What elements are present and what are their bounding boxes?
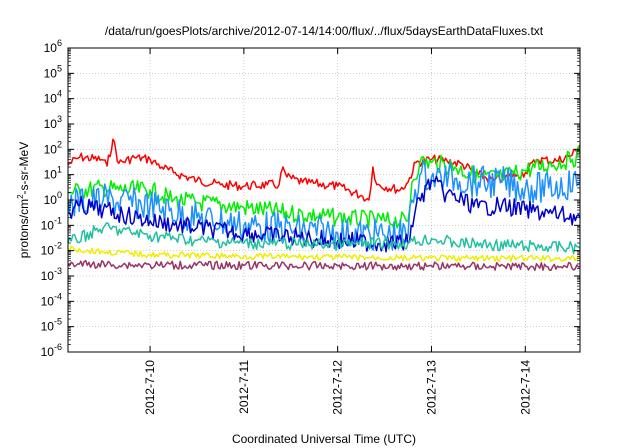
y-tick-label-exp: -6 [54,342,62,352]
y-tick-label-exp: 2 [57,139,62,149]
y-tick-label-exp: 0 [57,190,62,200]
series-line-7 [67,259,581,272]
y-tick-label: 106 [44,38,62,55]
y-tick-label: 10-2 [41,241,62,258]
y-tick-label-exp: 1 [57,165,62,175]
y-axis-label: protons/cm2-s-sr-MeV [16,142,31,258]
y-tick-label-base: 10 [44,41,58,55]
x-tick-label: 2012-7-10 [143,360,157,415]
series-line-3 [67,160,581,251]
chart-title: /data/run/goesPlots/archive/2012-07-14/1… [105,24,544,38]
y-tick-label-base: 10 [41,345,55,359]
y-tick-label-base: 10 [41,320,55,334]
x-axis: 2012-7-10 2012-7-11 2012-7-12 2012-7-13 2012… [143,48,532,415]
y-tick-label-exp: -5 [54,317,62,327]
y-tick-label-base: 10 [41,218,55,232]
y-tick-label: 10-3 [41,266,62,283]
y-tick-label-exp: -2 [54,241,62,251]
y-tick-label-exp: 3 [57,114,62,124]
x-tick-label: 2012-7-14 [518,360,532,415]
x-axis-label: Coordinated Universal Time (UTC) [232,432,416,446]
series-group [67,138,581,272]
y-tick-label-exp: 4 [57,89,62,99]
y-tick-label: 103 [44,114,62,131]
y-tick-label: 100 [44,190,62,207]
x-tick-label: 2012-7-13 [424,360,438,415]
y-tick-label: 105 [44,63,62,80]
y-axis-label-prefix: protons/cm [17,199,31,258]
series-line-2 [67,145,581,230]
y-tick-label-base: 10 [41,244,55,258]
y-tick-label: 10-4 [41,291,62,308]
y-tick-label-exp: -4 [54,291,62,301]
y-tick-label: 101 [44,165,62,182]
y-tick-label-base: 10 [41,294,55,308]
y-axis-label-suffix: -s-sr-MeV [17,142,31,195]
y-tick-label-base: 10 [44,66,58,80]
y-tick-label-exp: 6 [57,38,62,48]
series-line-5 [67,222,581,255]
x-tick-label: 2012-7-12 [331,360,345,415]
series-line-6 [67,245,581,263]
y-tick-label-exp: -1 [54,215,62,225]
y-tick-label: 10-6 [41,342,62,359]
y-axis-label-sup: 2 [16,194,25,199]
y-tick-label-exp: 5 [57,63,62,73]
x-tick-label: 2012-7-11 [237,360,251,414]
y-tick-label: 104 [44,89,62,106]
y-axis: 10-610-510-410-310-210-11001011021031041… [41,38,580,359]
y-tick-label-exp: -3 [54,266,62,276]
y-tick-label: 102 [44,139,62,156]
y-tick-label-base: 10 [44,193,58,207]
y-tick-label-base: 10 [41,269,55,283]
y-tick-label-base: 10 [44,168,58,182]
y-tick-label: 10-5 [41,317,62,334]
y-tick-label-base: 10 [44,117,58,131]
y-tick-label-base: 10 [44,92,58,106]
y-tick-label-base: 10 [44,142,58,156]
y-tick-label: 10-1 [41,215,62,232]
